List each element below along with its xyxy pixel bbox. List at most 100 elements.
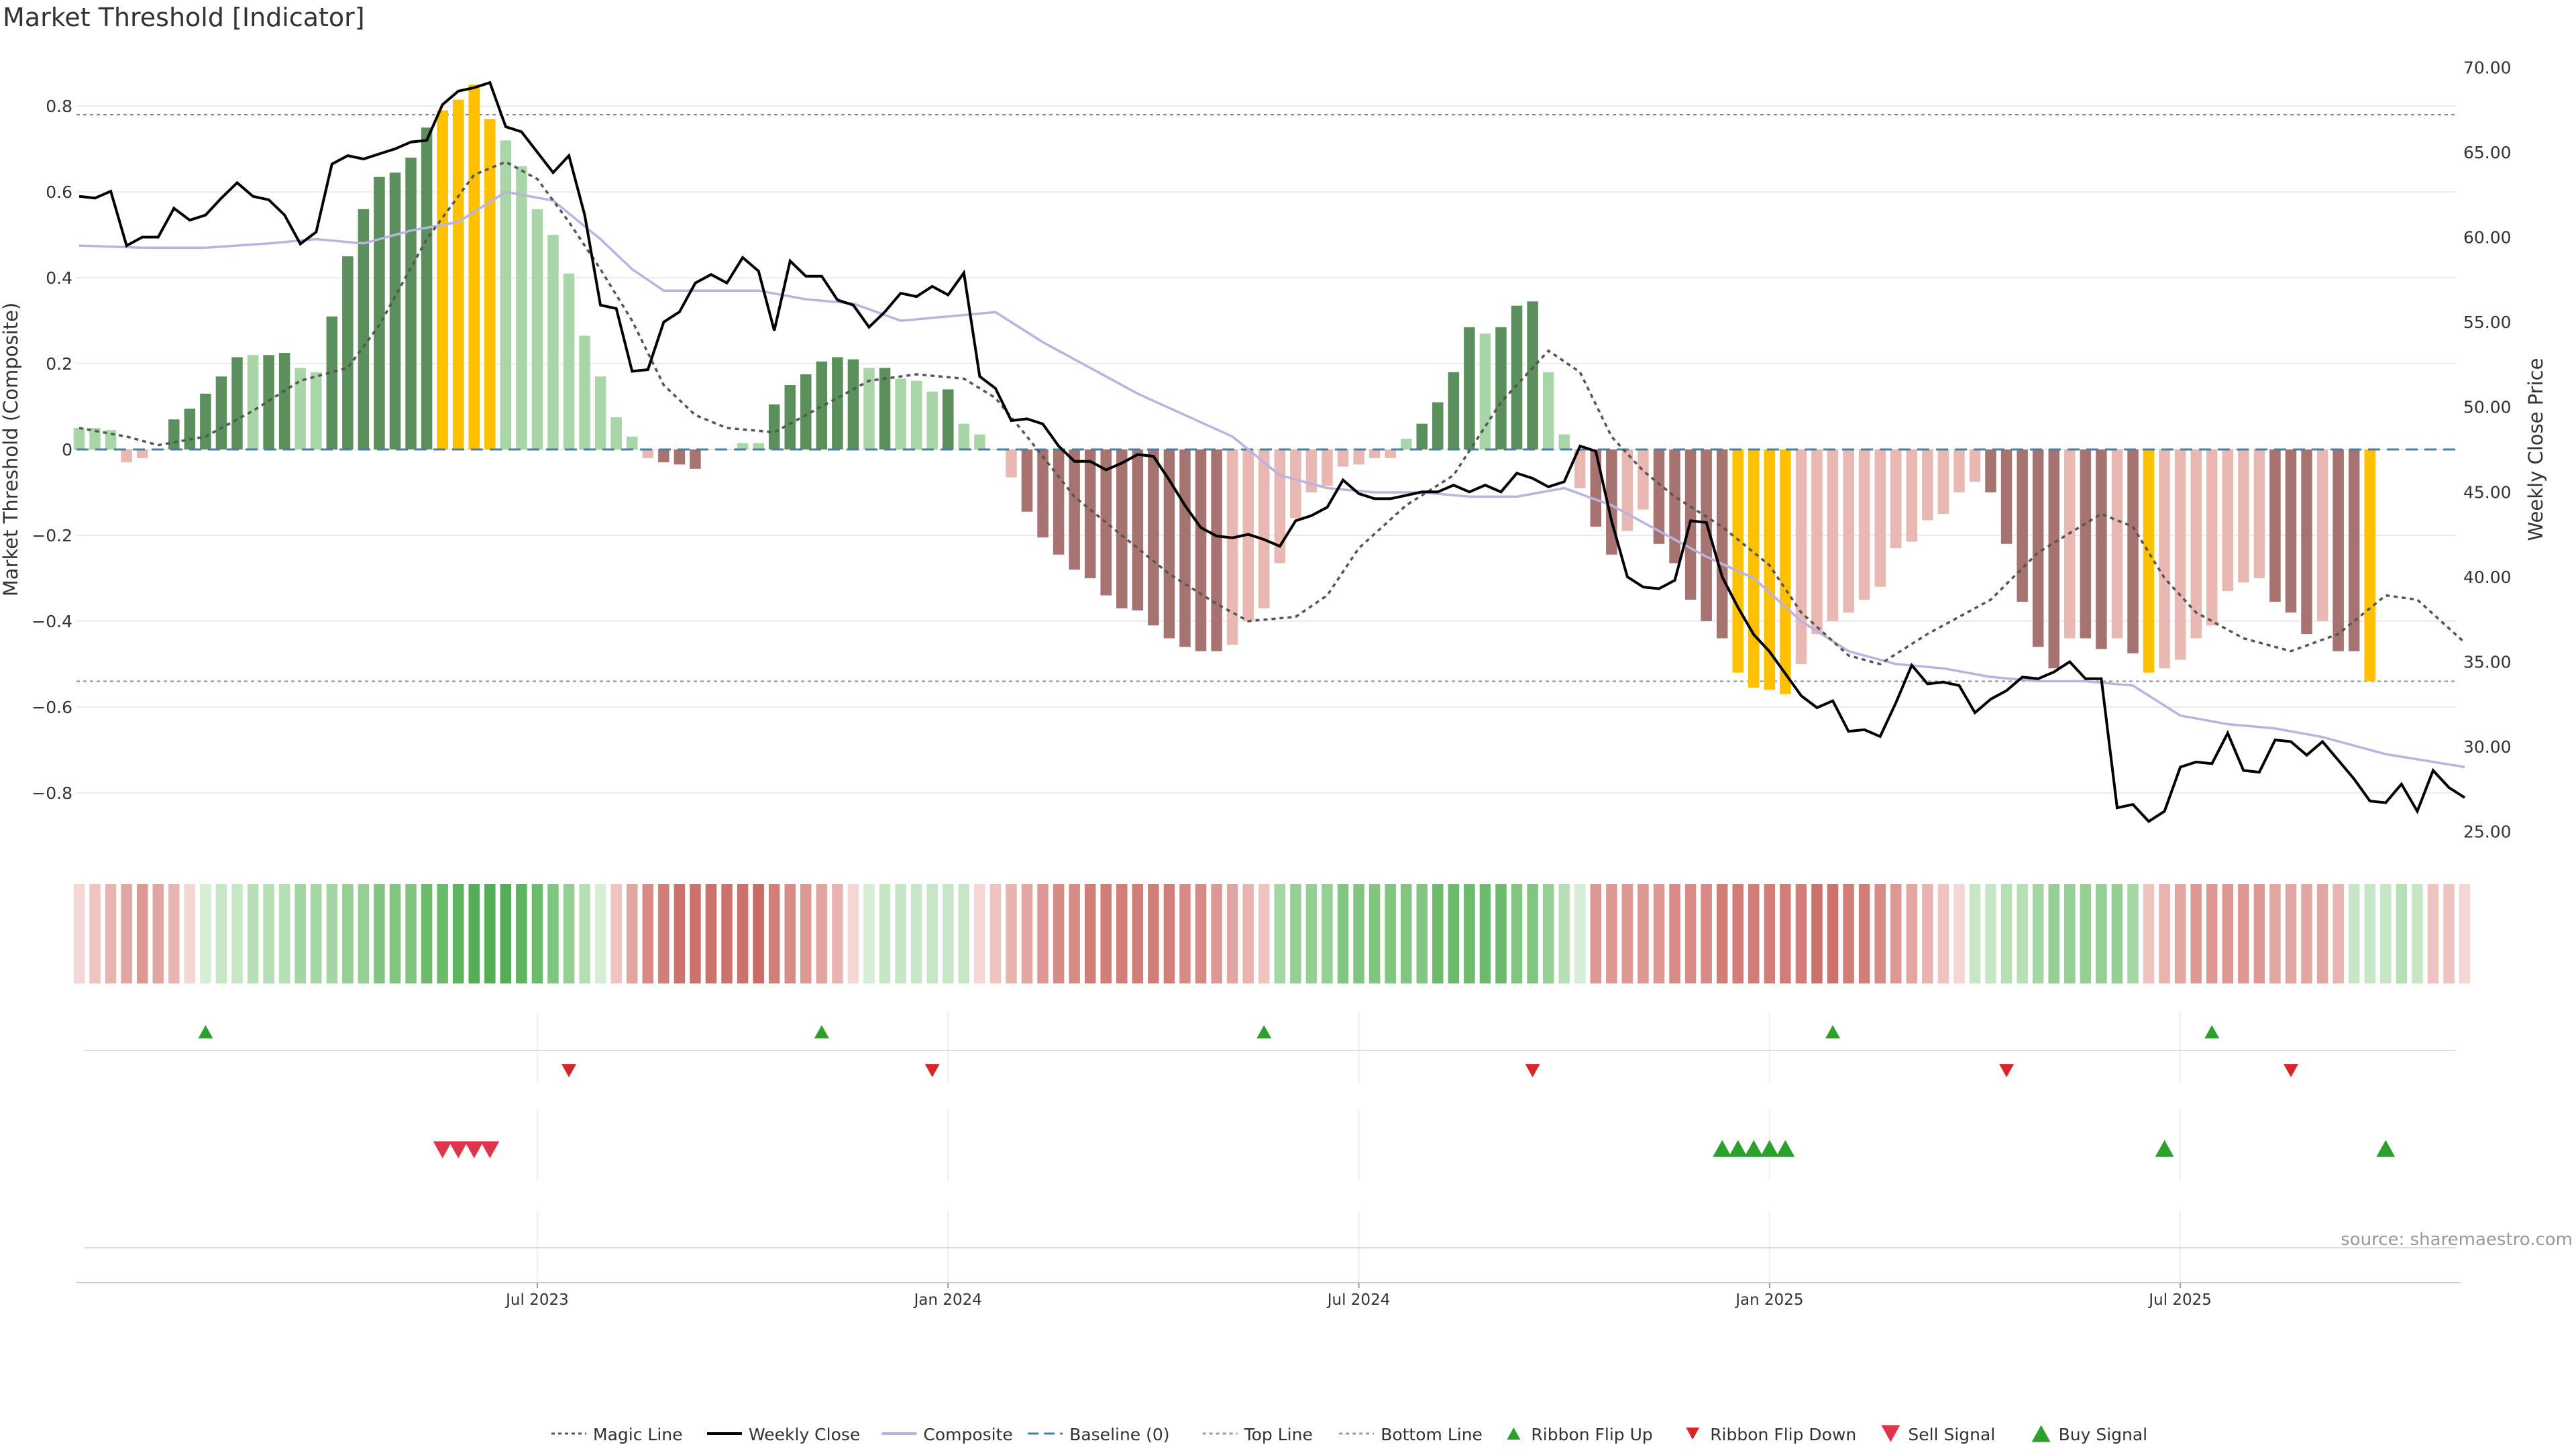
ribbon-cell	[2459, 884, 2471, 983]
ribbon-cell	[200, 884, 211, 983]
composite-bar	[136, 449, 148, 458]
ribbon-cell	[1843, 884, 1854, 983]
ribbon-cell	[1053, 884, 1065, 983]
ribbon-cell	[1021, 884, 1033, 983]
right-tick-label: 65.00	[2463, 143, 2512, 162]
legend-tri-up-icon	[1507, 1428, 1521, 1440]
composite-bar	[200, 393, 211, 449]
legend-label: Composite	[923, 1425, 1012, 1444]
composite-bar	[2159, 449, 2170, 669]
ribbon-cell	[753, 884, 764, 983]
legend-label: Sell Signal	[1908, 1425, 1995, 1444]
ribbon-cell	[547, 884, 559, 983]
ribbon-flip-down-marker	[2284, 1064, 2298, 1077]
signal-markers	[198, 1025, 2396, 1159]
ribbon-cell	[2380, 884, 2392, 983]
composite-bar	[1179, 449, 1191, 647]
ribbon-cell	[1416, 884, 1428, 983]
ribbon-cell	[105, 884, 117, 983]
ribbon-cell	[2127, 884, 2139, 983]
ribbon-cell	[1827, 884, 1839, 983]
composite-bar	[1385, 449, 1396, 458]
left-tick-label: 0.4	[46, 268, 72, 288]
ribbon-cell	[2396, 884, 2408, 983]
ribbon-cell	[1590, 884, 1602, 983]
composite-bar	[484, 119, 496, 449]
left-tick-label: −0.8	[32, 784, 72, 803]
composite-bar	[1479, 333, 1491, 449]
composite-bar	[1163, 449, 1175, 639]
ribbon-cell	[531, 884, 543, 983]
sell-signal-marker	[433, 1141, 452, 1159]
composite-bar	[1638, 449, 1649, 510]
composite-bar	[421, 127, 433, 449]
ribbon-cell	[2190, 884, 2202, 983]
ribbon-cell	[73, 884, 85, 983]
composite-bar	[531, 209, 543, 449]
composite-bar	[89, 428, 101, 449]
legend-item: Bottom Line	[1339, 1425, 1483, 1444]
ribbon-cell	[1163, 884, 1175, 983]
composite-bar	[753, 443, 764, 449]
left-tick-label: 0.6	[46, 182, 72, 202]
composite-bar	[1084, 449, 1096, 578]
legend-tri-up-icon	[2031, 1425, 2051, 1442]
ribbon-cell	[2032, 884, 2044, 983]
ribbon-cell	[405, 884, 417, 983]
composite-bar	[2017, 449, 2028, 602]
ribbon-cell	[1084, 884, 1096, 983]
composite-bar	[800, 374, 812, 449]
ribbon-cell	[1890, 884, 1902, 983]
ribbon-cell	[89, 884, 101, 983]
ribbon-cell	[1368, 884, 1381, 983]
composite-bar	[1922, 449, 1933, 521]
composite-bar	[1811, 449, 1823, 635]
ribbon-cell	[389, 884, 401, 983]
ribbon-cell	[627, 884, 638, 983]
legend-item: Sell Signal	[1881, 1425, 1995, 1444]
ribbon-cell	[958, 884, 970, 983]
composite-bar	[1006, 449, 1017, 478]
composite-bar	[1890, 449, 1902, 549]
composite-bar	[1906, 449, 1918, 542]
composite-bar	[1274, 449, 1286, 564]
ribbon-cell	[847, 884, 859, 983]
ribbon-flip-down-marker	[924, 1064, 940, 1077]
ribbon-cell	[2285, 884, 2297, 983]
ribbon-strip	[73, 884, 2471, 983]
composite-bar	[1653, 449, 1665, 544]
ribbon-cell	[2000, 884, 2012, 983]
ribbon-cell	[2301, 884, 2312, 983]
ribbon-cell	[1179, 884, 1191, 983]
ribbon-cell	[642, 884, 654, 983]
composite-bar	[1985, 449, 1996, 492]
composite-bar	[1053, 449, 1065, 555]
composite-bar	[594, 376, 606, 449]
composite-bar	[1400, 439, 1412, 449]
ribbon-cell	[1937, 884, 1949, 983]
ribbon-cell	[926, 884, 938, 983]
composite-bar	[674, 449, 686, 465]
composite-bar	[1448, 372, 1460, 449]
ribbon-cell	[168, 884, 180, 983]
composite-bar	[690, 449, 701, 469]
ribbon-flip-down-marker	[561, 1064, 577, 1077]
composite-bar	[658, 449, 669, 463]
ribbon-cell	[863, 884, 875, 983]
ribbon-cell	[136, 884, 148, 983]
right-tick-label: 60.00	[2463, 228, 2512, 248]
composite-bar	[2143, 449, 2155, 673]
ribbon-cell	[690, 884, 701, 983]
buy-signal-marker	[1713, 1140, 1732, 1157]
composite-bar	[1432, 402, 1444, 449]
composite-bar	[943, 389, 954, 449]
ribbon-cell	[768, 884, 780, 983]
composite-bar	[1100, 449, 1112, 596]
composite-bar	[2364, 449, 2375, 682]
ribbon-flip-up-marker	[1256, 1025, 1272, 1038]
ribbon-cell	[2159, 884, 2170, 983]
ribbon-cell	[674, 884, 686, 983]
ribbon-cell	[278, 884, 290, 983]
composite-bar	[627, 436, 638, 449]
ribbon-cell	[1400, 884, 1412, 983]
